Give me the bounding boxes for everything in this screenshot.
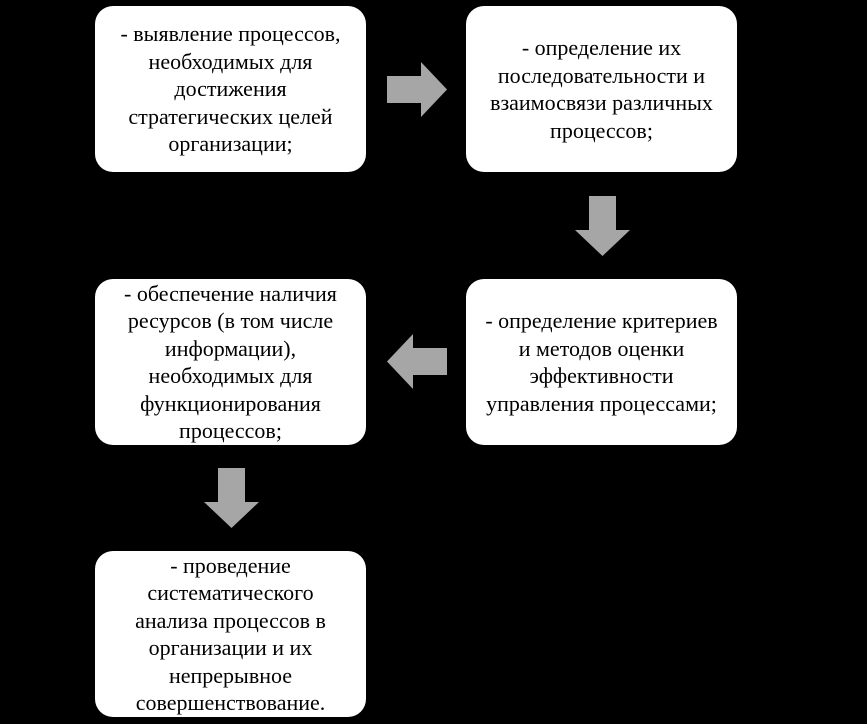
flow-node-1-text: - выявление процессов, необходимых для д… — [109, 20, 352, 158]
arrow-down-icon — [575, 196, 630, 256]
flow-node-3: - определение критериев и методов оценки… — [466, 279, 737, 445]
flow-node-4-text: - обеспечение наличия ресурсов (в том чи… — [109, 280, 352, 445]
flow-node-3-text: - определение критериев и методов оценки… — [480, 307, 723, 417]
flow-node-4: - обеспечение наличия ресурсов (в том чи… — [95, 279, 366, 445]
flow-node-2-text: - определение их последовательности и вз… — [480, 34, 723, 144]
flow-node-1: - выявление процессов, необходимых для д… — [95, 6, 366, 172]
arrow-left-icon — [387, 334, 447, 389]
flow-node-2: - определение их последовательности и вз… — [466, 6, 737, 172]
flow-node-5: - проведение систематического анализа пр… — [95, 551, 366, 717]
flow-node-5-text: - проведение систематического анализа пр… — [109, 552, 352, 717]
arrow-right-icon — [387, 62, 447, 117]
arrow-down-icon — [204, 468, 259, 528]
